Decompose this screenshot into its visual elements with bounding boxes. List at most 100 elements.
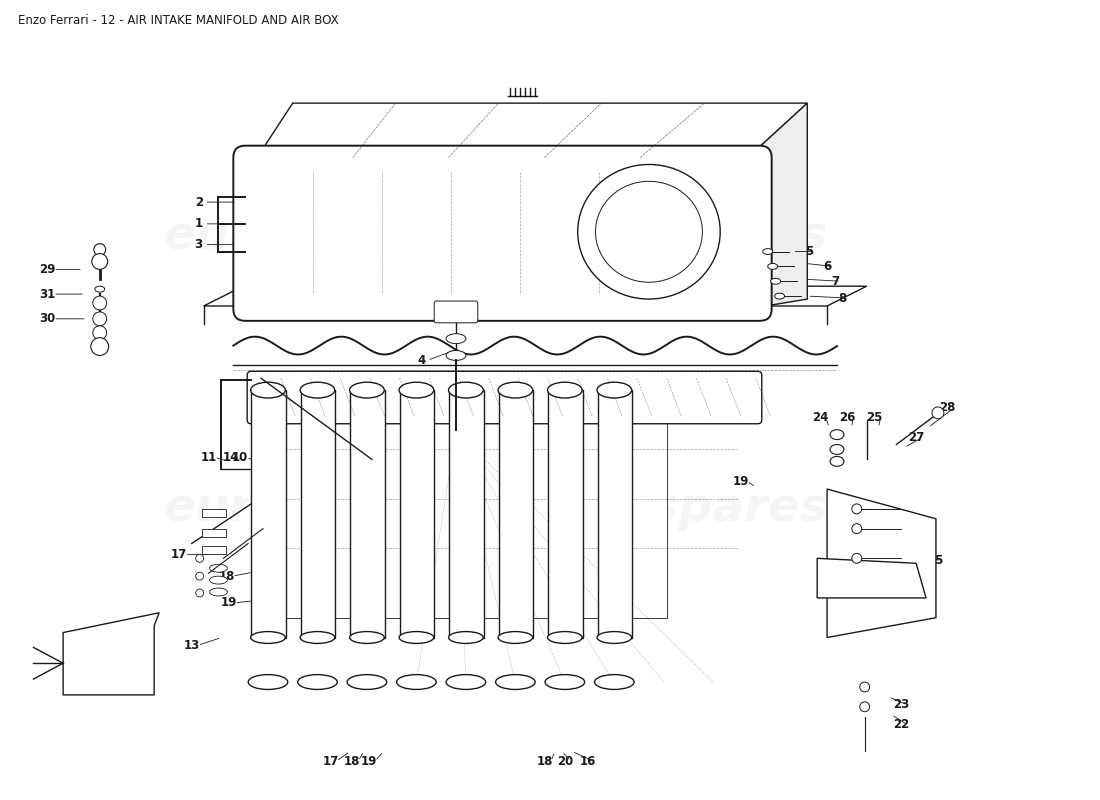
Ellipse shape: [597, 631, 631, 643]
Circle shape: [91, 338, 109, 355]
Text: 6: 6: [823, 260, 832, 273]
Ellipse shape: [334, 383, 370, 397]
FancyBboxPatch shape: [248, 371, 762, 424]
Polygon shape: [204, 286, 867, 306]
Bar: [548, 390, 583, 638]
Ellipse shape: [251, 382, 285, 398]
Text: 23: 23: [893, 698, 910, 711]
Ellipse shape: [768, 263, 778, 270]
Text: 24: 24: [812, 411, 828, 424]
Bar: [399, 390, 435, 638]
Ellipse shape: [447, 674, 486, 690]
Text: 30: 30: [40, 312, 55, 326]
Ellipse shape: [350, 382, 384, 398]
Text: 1: 1: [195, 218, 202, 230]
Ellipse shape: [498, 382, 532, 398]
Text: 14: 14: [223, 451, 240, 464]
Bar: [336, 390, 370, 618]
Polygon shape: [257, 103, 807, 158]
Circle shape: [94, 244, 106, 255]
Text: 31: 31: [40, 288, 55, 301]
Circle shape: [932, 407, 944, 419]
Text: 17: 17: [858, 512, 874, 526]
Circle shape: [860, 682, 870, 692]
Ellipse shape: [830, 457, 844, 466]
Text: 18: 18: [218, 570, 234, 582]
Ellipse shape: [548, 631, 582, 643]
Bar: [498, 390, 534, 638]
Bar: [449, 390, 484, 638]
Ellipse shape: [578, 165, 720, 299]
Bar: [201, 509, 227, 517]
Text: 13: 13: [184, 639, 200, 652]
Ellipse shape: [498, 631, 532, 643]
Ellipse shape: [447, 334, 466, 343]
Ellipse shape: [546, 674, 584, 690]
Circle shape: [851, 504, 861, 514]
Circle shape: [91, 254, 108, 270]
Ellipse shape: [830, 430, 844, 439]
Ellipse shape: [397, 674, 437, 690]
Bar: [385, 390, 419, 618]
Text: 11: 11: [200, 451, 217, 464]
Polygon shape: [827, 489, 936, 638]
Ellipse shape: [210, 564, 228, 572]
Circle shape: [196, 589, 204, 597]
Bar: [201, 546, 227, 554]
Text: 19: 19: [361, 754, 377, 768]
Text: 9: 9: [343, 451, 351, 464]
Ellipse shape: [582, 383, 617, 397]
Ellipse shape: [631, 383, 667, 397]
Bar: [201, 529, 227, 537]
Ellipse shape: [449, 631, 483, 643]
Ellipse shape: [285, 383, 320, 397]
Text: 14: 14: [295, 451, 311, 464]
Ellipse shape: [548, 382, 582, 398]
Text: eurospares: eurospares: [529, 214, 828, 259]
Text: 16: 16: [580, 754, 596, 768]
Text: 2: 2: [195, 195, 202, 209]
Ellipse shape: [483, 383, 518, 397]
Ellipse shape: [251, 631, 285, 643]
Circle shape: [92, 296, 107, 310]
Bar: [632, 390, 667, 618]
Ellipse shape: [348, 674, 387, 690]
Bar: [251, 390, 286, 638]
Text: 3: 3: [195, 238, 202, 251]
Ellipse shape: [350, 631, 384, 643]
Text: 17: 17: [170, 548, 187, 561]
Text: 18: 18: [344, 754, 361, 768]
Circle shape: [860, 702, 870, 712]
Ellipse shape: [300, 631, 334, 643]
Ellipse shape: [597, 382, 631, 398]
Ellipse shape: [249, 674, 288, 690]
Text: 26: 26: [838, 411, 855, 424]
Circle shape: [851, 554, 861, 563]
Ellipse shape: [399, 631, 433, 643]
Text: 25: 25: [867, 411, 883, 424]
Bar: [434, 390, 469, 618]
Text: 4: 4: [417, 354, 426, 367]
Text: 12: 12: [273, 451, 289, 464]
Ellipse shape: [399, 382, 433, 398]
FancyBboxPatch shape: [233, 146, 772, 321]
Ellipse shape: [532, 383, 568, 397]
Circle shape: [196, 572, 204, 580]
Ellipse shape: [774, 293, 784, 299]
Text: 18: 18: [537, 754, 553, 768]
Text: 19: 19: [733, 474, 749, 488]
Ellipse shape: [594, 674, 634, 690]
Text: 29: 29: [40, 263, 55, 276]
Circle shape: [92, 312, 107, 326]
Ellipse shape: [830, 445, 844, 454]
Ellipse shape: [762, 249, 772, 254]
Circle shape: [851, 524, 861, 534]
Bar: [350, 390, 385, 638]
Text: 20: 20: [557, 754, 573, 768]
Text: 28: 28: [939, 402, 956, 414]
Circle shape: [196, 554, 204, 562]
Ellipse shape: [384, 383, 419, 397]
Text: eurospares: eurospares: [163, 214, 462, 259]
Text: eurospares: eurospares: [529, 486, 828, 531]
Bar: [597, 390, 632, 638]
